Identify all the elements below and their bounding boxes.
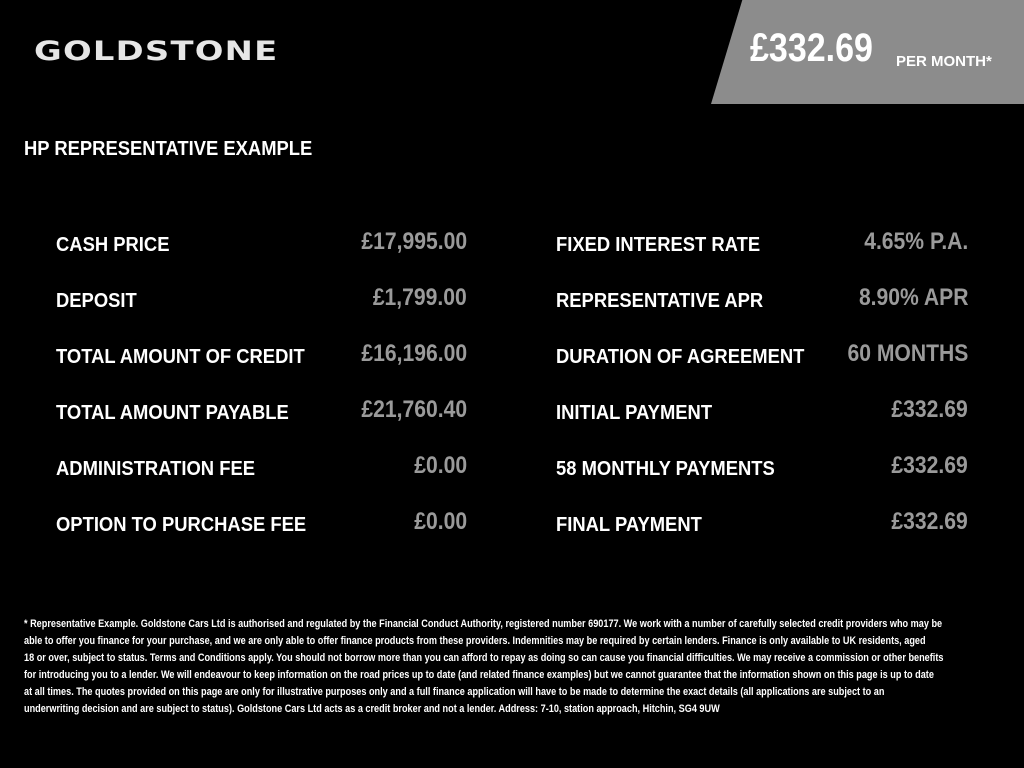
finance-label: DURATION OF AGREEMENT: [556, 346, 805, 368]
finance-label: FINAL PAYMENT: [556, 514, 702, 536]
finance-label: TOTAL AMOUNT PAYABLE: [56, 402, 289, 424]
finance-row: DEPOSIT £1,799.00: [56, 284, 467, 318]
page-title: HP REPRESENTATIVE EXAMPLE: [24, 138, 313, 160]
finance-label: TOTAL AMOUNT OF CREDIT: [56, 346, 305, 368]
finance-label: DEPOSIT: [56, 290, 137, 312]
finance-row: REPRESENTATIVE APR 8.90% APR: [556, 284, 968, 318]
finance-value: £0.00: [414, 508, 467, 535]
monthly-price: £332.69: [750, 26, 873, 70]
goldstone-logo: GOLDSTONE: [34, 36, 279, 67]
finance-value: £17,995.00: [361, 228, 467, 255]
finance-row: CASH PRICE £17,995.00: [56, 228, 467, 262]
footnote-line: for introducing you to a lender. We will…: [24, 669, 934, 681]
footnote-line: able to offer you finance for your purch…: [24, 635, 926, 647]
finance-label: ADMINISTRATION FEE: [56, 458, 255, 480]
footnote-line: * Representative Example. Goldstone Cars…: [24, 618, 943, 630]
finance-label: INITIAL PAYMENT: [556, 402, 713, 424]
finance-row: FINAL PAYMENT £332.69: [556, 508, 968, 542]
finance-value: 60 MONTHS: [847, 340, 968, 367]
finance-value: £332.69: [891, 452, 968, 479]
finance-row: TOTAL AMOUNT PAYABLE £21,760.40: [56, 396, 467, 430]
finance-value: 4.65% P.A.: [863, 228, 968, 255]
finance-value: £21,760.40: [361, 396, 467, 423]
finance-label: CASH PRICE: [56, 234, 170, 256]
finance-row: 58 MONTHLY PAYMENTS £332.69: [556, 452, 968, 486]
monthly-price-banner: [711, 0, 1024, 104]
footnote-line: at all times. The quotes provided on thi…: [24, 686, 885, 698]
finance-row: INITIAL PAYMENT £332.69: [556, 396, 968, 430]
finance-value: £1,799.00: [373, 284, 467, 311]
finance-value: £16,196.00: [361, 340, 467, 367]
finance-label: 58 MONTHLY PAYMENTS: [556, 458, 775, 480]
finance-label: FIXED INTEREST RATE: [556, 234, 761, 256]
footnote-line: underwriting decision and are subject to…: [24, 703, 720, 715]
finance-value: £0.00: [414, 452, 467, 479]
finance-value: £332.69: [891, 396, 968, 423]
finance-label: REPRESENTATIVE APR: [556, 290, 764, 312]
finance-value: £332.69: [891, 508, 968, 535]
finance-row: FIXED INTEREST RATE 4.65% P.A.: [556, 228, 968, 262]
footnote-line: 18 or over, subject to status. Terms and…: [24, 652, 944, 664]
representative-example-footnote: * Representative Example. Goldstone Cars…: [24, 616, 1024, 718]
finance-row: TOTAL AMOUNT OF CREDIT £16,196.00: [56, 340, 467, 374]
finance-value: 8.90% APR: [858, 284, 968, 311]
finance-row: OPTION TO PURCHASE FEE £0.00: [56, 508, 467, 542]
finance-label: OPTION TO PURCHASE FEE: [56, 514, 307, 536]
finance-row: ADMINISTRATION FEE £0.00: [56, 452, 467, 486]
finance-row: DURATION OF AGREEMENT 60 MONTHS: [556, 340, 968, 374]
per-month-label: PER MONTH*: [896, 53, 992, 70]
